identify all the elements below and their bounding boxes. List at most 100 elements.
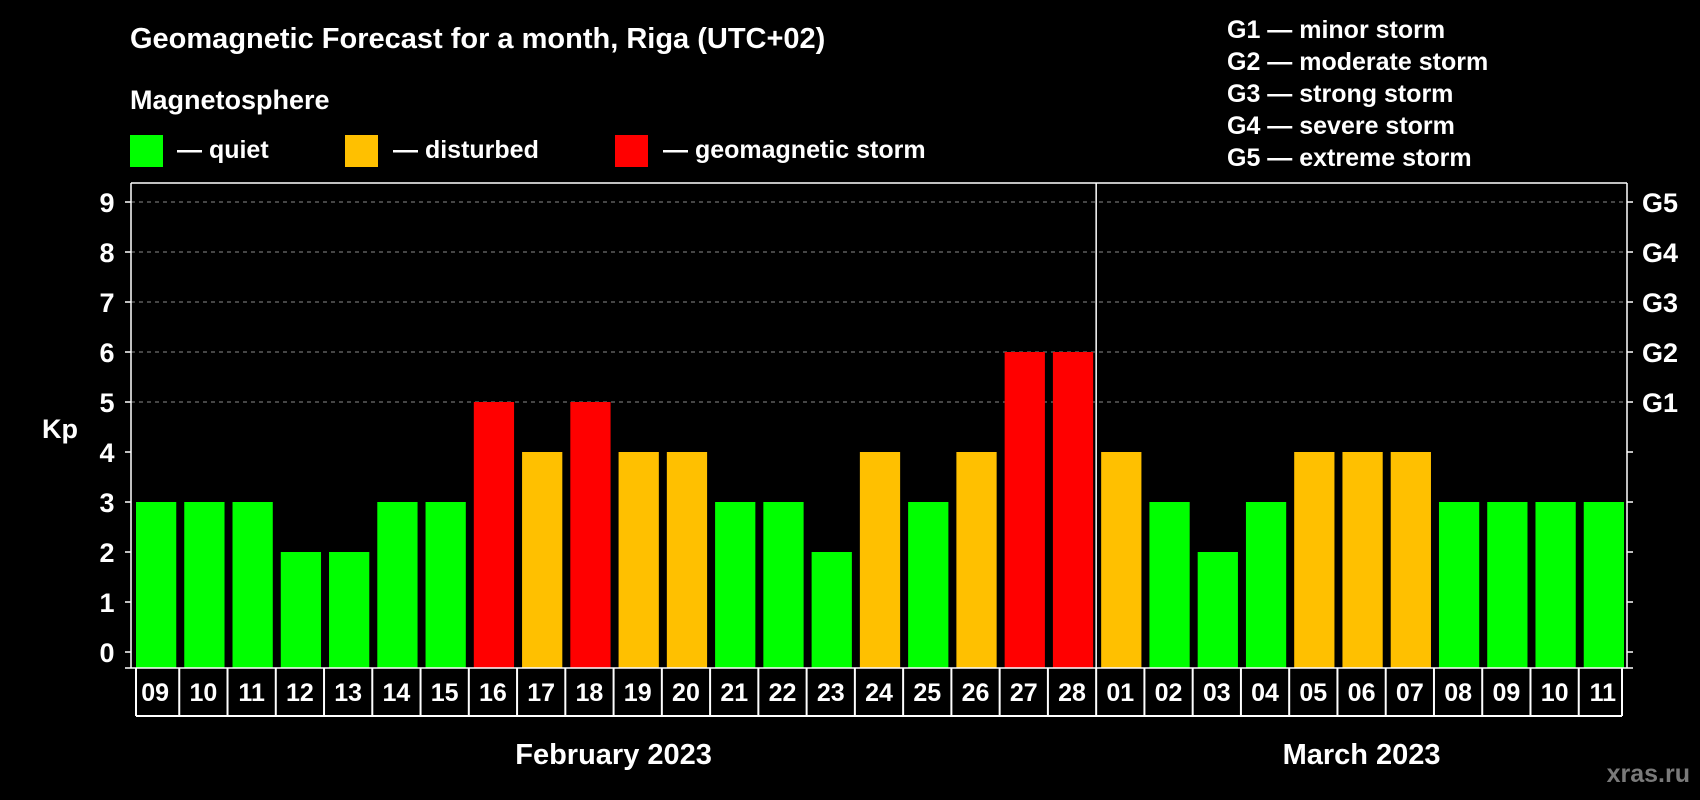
day-labels: 09 10 11 12 13 14 15 16 17 18 19 20 21 22 23 24 25 26 27 28…	[125, 667, 1633, 717]
g-tick-label-G2: G2	[1642, 338, 1678, 368]
bar-3	[280, 552, 322, 668]
bar-25	[1342, 452, 1383, 668]
g-tick-label-G5: G5	[1642, 188, 1678, 218]
day-label-0: 09	[141, 679, 169, 707]
bar-22	[1197, 552, 1238, 668]
y-tick-label-0: 0	[99, 638, 114, 668]
day-label-4: 13	[334, 679, 362, 707]
bar-27	[1438, 502, 1480, 668]
y-tick-label-9: 9	[99, 188, 114, 218]
bar-8	[522, 452, 563, 668]
bar-12	[715, 502, 756, 668]
y-tick-label-3: 3	[99, 488, 114, 518]
bar-21	[1149, 502, 1190, 668]
g-tick-label-G3: G3	[1642, 288, 1678, 318]
day-label-16: 25	[913, 679, 941, 707]
bar-14	[811, 552, 852, 668]
axis-layer: 0 1 2 3 4 5 6 7 8 9 G1 G2 G3 G4 G5	[99, 188, 1678, 668]
bar-2	[232, 502, 273, 668]
g-legend-g4: G4 — severe storm	[1227, 112, 1455, 140]
g-legend-g5: G5 — extreme storm	[1227, 144, 1472, 172]
legend-label-quiet: — quiet	[177, 136, 269, 164]
day-label-28: 09	[1492, 679, 1520, 707]
bar-11	[666, 452, 708, 668]
bar-0	[136, 502, 177, 668]
day-label-26: 07	[1396, 679, 1424, 707]
grid-layer	[131, 201, 1627, 403]
legend-swatch-disturbed	[345, 135, 378, 167]
bar-26	[1390, 452, 1431, 668]
day-label-8: 17	[527, 679, 555, 707]
day-label-29: 10	[1541, 679, 1569, 707]
legend-swatch-quiet	[130, 135, 163, 167]
bar-24	[1294, 452, 1335, 668]
y-tick-label-1: 1	[99, 588, 114, 618]
day-label-21: 02	[1155, 679, 1183, 707]
y-tick-label-5: 5	[99, 388, 114, 418]
legend-label-disturbed: — disturbed	[393, 136, 539, 164]
watermark: xras.ru	[1607, 760, 1690, 788]
month-labels: February 2023 March 2023	[515, 739, 1440, 771]
bar-7	[473, 402, 515, 668]
day-label-12: 21	[720, 679, 748, 707]
day-label-19: 28	[1058, 679, 1086, 707]
legend-label-storm: — geomagnetic storm	[663, 136, 926, 164]
bar-20	[1101, 452, 1142, 668]
bar-6	[425, 502, 466, 668]
day-label-20: 01	[1106, 679, 1134, 707]
day-label-7: 16	[479, 679, 507, 707]
bar-30	[1583, 502, 1624, 668]
bar-29	[1535, 502, 1576, 668]
day-label-2: 11	[238, 679, 265, 707]
day-label-23: 04	[1251, 679, 1279, 707]
day-label-6: 15	[431, 679, 459, 707]
g-tick-label-G4: G4	[1642, 238, 1678, 268]
y-tick-label-2: 2	[99, 538, 114, 568]
chart-title: Geomagnetic Forecast for a month, Riga (…	[130, 23, 825, 55]
y-axis-label: Kp	[42, 414, 78, 444]
bar-13	[763, 502, 804, 668]
day-label-10: 19	[624, 679, 652, 707]
day-label-14: 23	[817, 679, 845, 707]
bar-28	[1487, 502, 1528, 668]
chart-subtitle: Magnetosphere	[130, 85, 330, 115]
g-tick-label-G1: G1	[1642, 388, 1678, 418]
month-label-0: February 2023	[515, 739, 712, 771]
day-label-9: 18	[576, 679, 604, 707]
day-label-1: 10	[189, 679, 217, 707]
bar-16	[908, 502, 949, 668]
day-label-25: 06	[1348, 679, 1376, 707]
bar-23	[1245, 502, 1287, 668]
day-label-15: 24	[865, 679, 893, 707]
y-tick-label-4: 4	[99, 438, 114, 468]
day-label-13: 22	[769, 679, 797, 707]
bars-layer	[136, 352, 1624, 668]
g-legend-g1: G1 — minor storm	[1227, 16, 1445, 44]
day-label-17: 26	[962, 679, 990, 707]
day-label-3: 12	[286, 679, 314, 707]
bar-19	[1052, 352, 1094, 668]
y-tick-label-6: 6	[99, 338, 114, 368]
bar-17	[956, 452, 997, 668]
day-label-27: 08	[1444, 679, 1472, 707]
g-legend-g3: G3 — strong storm	[1227, 80, 1453, 108]
month-label-1: March 2023	[1283, 739, 1441, 771]
y-tick-label-7: 7	[99, 288, 114, 318]
g-legend-g2: G2 — moderate storm	[1227, 48, 1488, 76]
day-label-5: 14	[383, 679, 411, 707]
day-label-11: 20	[672, 679, 700, 707]
day-label-24: 05	[1299, 679, 1327, 707]
y-tick-label-8: 8	[99, 238, 114, 268]
bar-9	[570, 402, 611, 668]
day-label-18: 27	[1010, 679, 1038, 707]
day-label-30: 11	[1590, 679, 1617, 707]
bar-4	[329, 552, 370, 668]
bar-10	[618, 452, 659, 668]
legend-swatch-storm	[615, 135, 648, 167]
bar-18	[1004, 352, 1045, 668]
status-legend: — quiet — disturbed — geomagnetic storm	[130, 135, 926, 167]
bar-5	[377, 502, 418, 668]
bar-15	[859, 452, 901, 668]
frame-layer	[130, 182, 1628, 668]
